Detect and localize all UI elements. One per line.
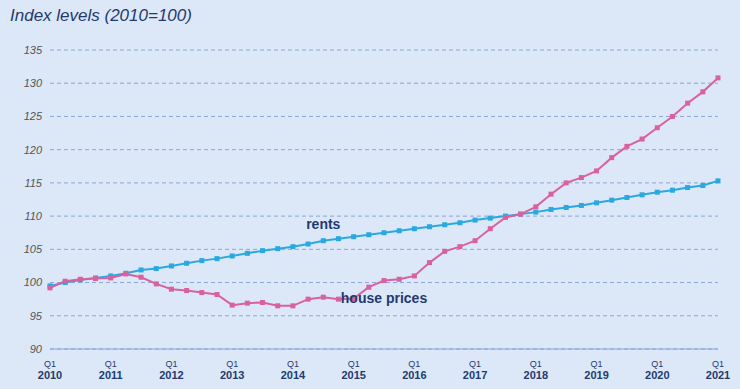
svg-text:125: 125 [24, 110, 43, 122]
svg-text:2019: 2019 [584, 369, 608, 381]
svg-text:2012: 2012 [159, 369, 183, 381]
svg-text:2017: 2017 [463, 369, 487, 381]
svg-text:130: 130 [24, 77, 43, 89]
svg-text:120: 120 [24, 144, 43, 156]
svg-text:2010: 2010 [38, 369, 62, 381]
svg-text:Q1: Q1 [591, 359, 603, 369]
svg-text:Q1: Q1 [44, 359, 56, 369]
svg-text:Q1: Q1 [226, 359, 238, 369]
svg-text:2021: 2021 [706, 369, 730, 381]
svg-text:Q1: Q1 [408, 359, 420, 369]
svg-text:Q1: Q1 [287, 359, 299, 369]
svg-text:110: 110 [24, 210, 42, 222]
svg-text:Q1: Q1 [530, 359, 542, 369]
svg-text:Q1: Q1 [105, 359, 117, 369]
svg-text:Q1: Q1 [348, 359, 360, 369]
svg-text:100: 100 [24, 276, 43, 288]
svg-text:house prices: house prices [341, 290, 428, 306]
html-text:Index levels (2010=100): Index levels (2010=100) [10, 6, 192, 25]
svg-text:Q1: Q1 [712, 359, 724, 369]
svg-text:2011: 2011 [99, 369, 123, 381]
svg-text:Q1: Q1 [165, 359, 177, 369]
svg-text:90: 90 [30, 343, 43, 355]
svg-text:115: 115 [24, 177, 42, 189]
svg-text:Q1: Q1 [651, 359, 663, 369]
svg-text:105: 105 [24, 243, 43, 255]
svg-text:Q1: Q1 [469, 359, 481, 369]
svg-text:2015: 2015 [341, 369, 365, 381]
svg-text:rents: rents [306, 216, 340, 232]
svg-text:95: 95 [30, 310, 43, 322]
svg-text:2014: 2014 [281, 369, 306, 381]
svg-text:135: 135 [24, 44, 43, 56]
svg-text:2016: 2016 [402, 369, 426, 381]
svg-text:2013: 2013 [220, 369, 244, 381]
svg-text:2020: 2020 [645, 369, 669, 381]
svg-text:2018: 2018 [524, 369, 548, 381]
